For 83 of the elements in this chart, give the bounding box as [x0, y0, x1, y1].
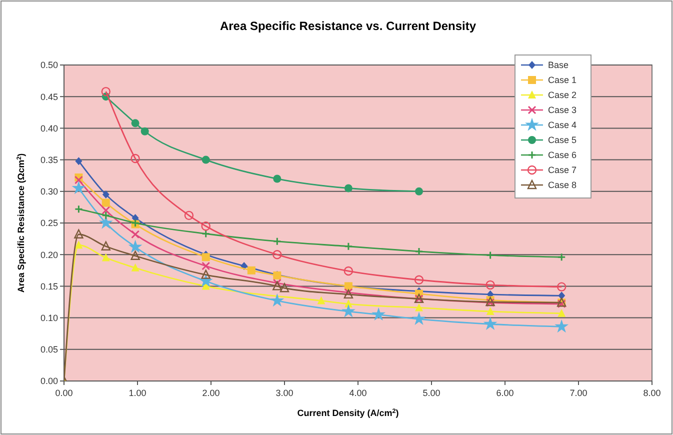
- point: [128, 240, 142, 253]
- point: [202, 156, 210, 164]
- point: [272, 278, 282, 288]
- point: [317, 296, 326, 304]
- point: [74, 176, 83, 184]
- point: [201, 222, 210, 231]
- legend-label: Case 1: [548, 75, 577, 86]
- x-tick-label: 4.00: [349, 388, 367, 398]
- point: [554, 319, 569, 333]
- point: [74, 229, 84, 238]
- y-tick-label: 0.40: [40, 123, 58, 134]
- point: [556, 282, 566, 292]
- point: [72, 180, 86, 194]
- y-tick-label: 0.45: [40, 92, 58, 102]
- legend-label: Case 3: [548, 105, 577, 116]
- x-tick-label: 5.00: [422, 388, 440, 398]
- point: [412, 312, 426, 325]
- chart-title: Area Specific Resistance vs. Current Density: [220, 19, 476, 33]
- x-tick-label: 7.00: [570, 388, 588, 398]
- point: [140, 127, 149, 136]
- point: [201, 270, 210, 279]
- point: [130, 154, 140, 164]
- point: [74, 240, 83, 249]
- point: [272, 237, 282, 246]
- point: [344, 242, 353, 251]
- point: [372, 307, 386, 321]
- y-tick-label: 0.15: [40, 281, 58, 292]
- x-tick-label: 8.00: [643, 388, 661, 398]
- point: [247, 266, 256, 274]
- point: [414, 275, 424, 284]
- x-axis-title: Current Density (A/cm$^{2}$): [297, 408, 399, 418]
- legend-label: Case 7: [548, 165, 577, 176]
- legend-label: Base: [548, 60, 569, 70]
- point: [344, 266, 354, 276]
- point: [415, 187, 424, 196]
- point: [131, 263, 140, 272]
- point: [272, 281, 282, 290]
- point: [558, 308, 566, 317]
- legend-label: Case 5: [548, 135, 577, 146]
- point: [483, 316, 498, 330]
- point: [102, 190, 110, 199]
- point: [280, 282, 290, 292]
- legend-label: Case 8: [548, 180, 577, 190]
- point: [101, 241, 110, 250]
- point: [273, 174, 282, 183]
- point: [102, 206, 110, 215]
- x-tick-label: 3.00: [276, 388, 294, 398]
- point: [344, 184, 352, 192]
- point: [202, 253, 210, 262]
- point: [184, 210, 194, 220]
- y-tick-label: 0.35: [40, 154, 58, 165]
- point: [415, 303, 424, 312]
- point: [102, 211, 110, 220]
- legend-label: Case 4: [548, 120, 577, 130]
- x-tick-label: 2.00: [202, 388, 220, 398]
- legend-label: Case 6: [548, 150, 577, 160]
- point: [202, 262, 210, 270]
- point: [102, 253, 110, 262]
- y-tick-label: 0.00: [40, 376, 58, 386]
- y-tick-label: 0.30: [40, 186, 58, 197]
- point: [101, 86, 110, 96]
- point: [131, 230, 140, 239]
- point: [486, 306, 494, 315]
- x-tick-label: 0.00: [55, 388, 73, 398]
- point: [270, 293, 284, 307]
- legend-label: Case 2: [548, 90, 577, 100]
- point: [486, 280, 495, 290]
- point: [414, 247, 424, 256]
- point: [130, 250, 140, 260]
- point: [272, 250, 282, 260]
- y-tick-label: 0.10: [40, 312, 58, 323]
- x-tick-label: 6.00: [496, 388, 514, 398]
- x-tick-label: 1.00: [128, 388, 146, 398]
- y-tick-label: 0.20: [40, 250, 58, 260]
- y-tick-label: 0.50: [40, 60, 58, 70]
- point: [102, 198, 110, 207]
- point: [131, 119, 140, 128]
- y-tick-label: 0.25: [40, 218, 58, 228]
- point: [75, 157, 82, 166]
- point: [98, 216, 113, 229]
- point: [341, 304, 356, 318]
- point: [486, 250, 495, 260]
- y-tick-label: 0.05: [40, 344, 58, 355]
